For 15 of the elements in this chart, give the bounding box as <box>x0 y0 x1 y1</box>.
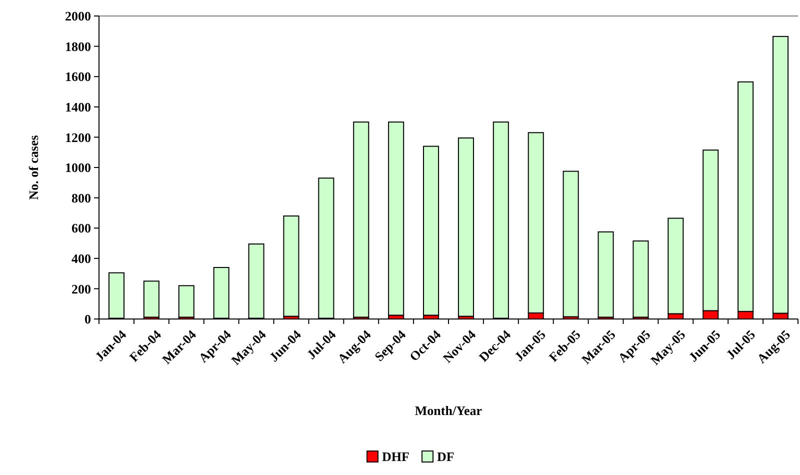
y-tick-label: 2000 <box>65 8 91 24</box>
y-tick-label: 200 <box>72 281 91 296</box>
y-tick-label: 600 <box>72 220 91 236</box>
x-axis-title: Month/Year <box>414 403 482 418</box>
y-tick-label: 1000 <box>65 160 91 176</box>
y-tick-label: 400 <box>72 250 91 266</box>
y-tick-label: 1800 <box>65 38 91 54</box>
legend-label: DF <box>437 449 454 464</box>
y-axis-title: No. of cases <box>26 135 41 200</box>
y-tick-label: 800 <box>72 190 91 206</box>
y-tick-label: 1400 <box>65 99 91 114</box>
legend-label: DHF <box>382 449 410 464</box>
y-tick-label: 1600 <box>65 69 91 84</box>
y-tick-label: 1200 <box>65 130 91 145</box>
y-tick-label: 0 <box>84 312 91 327</box>
